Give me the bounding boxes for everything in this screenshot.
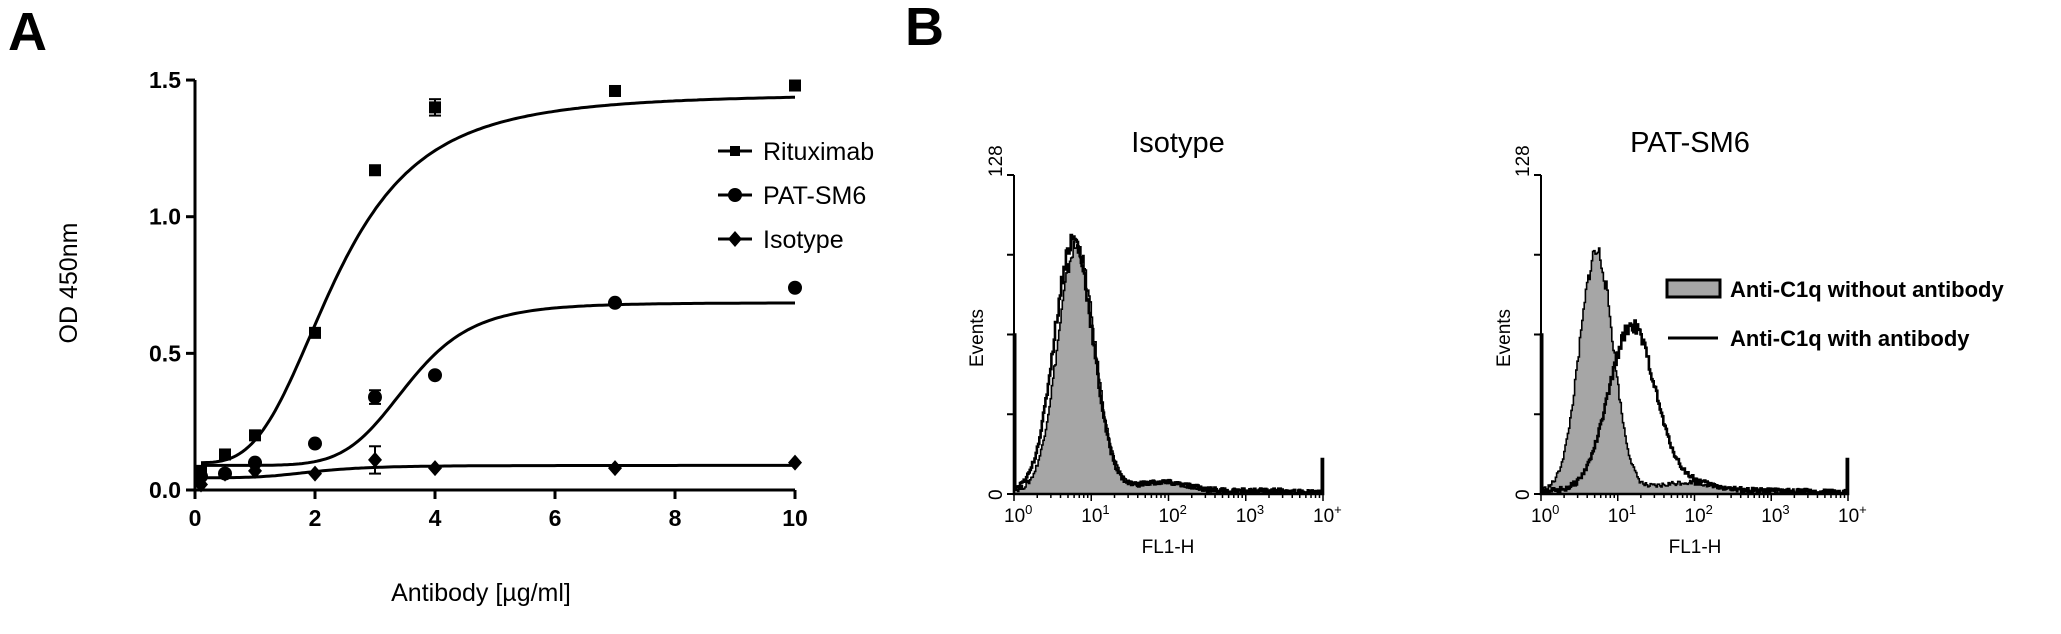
panel-a-legend: Rituximab PAT-SM6 Isotype (718, 138, 874, 254)
x-tick-exponent: + (1334, 502, 1342, 517)
y-tick-label-zero: 0 (986, 489, 1007, 500)
square-marker (249, 429, 261, 442)
circle-marker (428, 368, 442, 383)
x-tick-exponent: 2 (1180, 502, 1187, 517)
circle-marker (728, 188, 742, 202)
x-tick-exponent: 0 (1025, 502, 1032, 517)
isotype-histogram-title: Isotype (1131, 127, 1225, 159)
square-marker (309, 326, 321, 339)
x-tick-label: 102 (1159, 502, 1187, 527)
circle-marker (368, 390, 382, 405)
x-tick-exponent: 0 (1552, 502, 1559, 517)
x-tick-exponent: 2 (1706, 502, 1713, 517)
y-tick-label: 0.5 (149, 340, 181, 366)
legend-swatch-without-antibody (1665, 278, 1722, 299)
isotype-x-axis-title: FL1-H (1142, 537, 1195, 558)
legend-label-without-antibody: Anti-C1q without antibody (1730, 277, 2004, 302)
x-tick-label: 102 (1685, 502, 1713, 527)
diamond-marker (368, 451, 382, 468)
histogram-outline-1 (1539, 319, 1850, 496)
panel-a-axes: 0.0 0.5 1.0 1.5 0 2 4 6 8 10 (149, 67, 808, 531)
diamond-marker (788, 454, 802, 471)
y-tick-label: 0.0 (149, 477, 181, 503)
square-marker (789, 79, 801, 92)
diamond-marker (728, 231, 742, 247)
histogram-outline-1 (1012, 233, 1325, 496)
diamond-marker (608, 460, 622, 477)
panel-a-label: A (8, 2, 47, 62)
y-tick-label: 1.5 (149, 67, 181, 93)
panel-a-dose-response-chart: 0.0 0.5 1.0 1.5 0 2 4 6 8 10 Rituximab PAT-SM6 Isot… (55, 67, 874, 607)
x-tick-label: 100 (1531, 502, 1559, 527)
x-tick-label: 10 (782, 505, 808, 531)
x-tick-label: 103 (1761, 502, 1789, 527)
patsm6-x-axis-title: FL1-H (1669, 537, 1722, 558)
isotype-histogram-traces (1012, 233, 1325, 496)
circle-marker (308, 436, 322, 451)
square-marker (730, 146, 740, 156)
fit-curve-isotype (201, 463, 795, 480)
panel-a-x-axis-title: Antibody [µg/ml] (391, 579, 571, 607)
y-tick-label-zero: 0 (1513, 489, 1534, 500)
diamond-marker (308, 465, 322, 482)
y-tick-label: 1.0 (149, 204, 181, 230)
x-tick-exponent: 1 (1629, 502, 1636, 517)
panel-a-y-axis-title: OD 450nm (55, 223, 83, 344)
square-marker (219, 448, 231, 461)
circle-marker (788, 280, 802, 295)
x-tick-label: 4 (429, 505, 442, 531)
x-tick-label: 8 (669, 505, 682, 531)
x-tick-exponent: 3 (1782, 502, 1789, 517)
x-tick-exponent: + (1859, 502, 1867, 517)
patsm6-histogram-title: PAT-SM6 (1630, 127, 1750, 159)
panel-b-legend: Anti-C1q without antibody Anti-C1q with … (1665, 277, 2004, 351)
panel-b-label: B (905, 0, 944, 57)
square-marker (609, 84, 621, 97)
x-tick-label: 100 (1004, 502, 1032, 527)
isotype-y-axis-title: Events (967, 309, 988, 367)
legend-label-pat-sm6: PAT-SM6 (763, 182, 866, 210)
x-tick-exponent: 3 (1257, 502, 1264, 517)
x-tick-label: 10+ (1313, 502, 1342, 527)
circle-marker (194, 469, 208, 484)
square-marker (429, 101, 441, 114)
x-tick-label: 6 (549, 505, 562, 531)
y-tick-label-max: 128 (986, 145, 1007, 177)
x-tick-label: 10+ (1838, 502, 1867, 527)
diamond-marker (428, 460, 442, 477)
diamond-marker (218, 465, 232, 482)
x-tick-label: 103 (1236, 502, 1264, 527)
fit-curve-pat-sm6 (201, 301, 795, 467)
x-tick-label: 2 (309, 505, 322, 531)
x-tick-label: 101 (1081, 502, 1109, 527)
x-tick-exponent: 1 (1102, 502, 1109, 517)
legend-label-with-antibody: Anti-C1q with antibody (1730, 326, 1970, 351)
circle-marker (608, 295, 622, 310)
y-tick-label-max: 128 (1513, 145, 1534, 177)
circle-marker (248, 455, 262, 470)
legend-label-rituximab: Rituximab (763, 138, 874, 166)
panel-a-fit-curves (200, 95, 795, 480)
panel-a-data-points (194, 79, 802, 493)
square-marker (369, 164, 381, 177)
legend-label-isotype: Isotype (763, 226, 844, 254)
x-tick-label: 0 (189, 505, 202, 531)
patsm6-histogram-traces (1539, 247, 1850, 496)
diamond-marker (194, 476, 208, 493)
patsm6-y-axis-title: Events (1494, 309, 1515, 367)
x-tick-label: 101 (1608, 502, 1636, 527)
diamond-marker (248, 462, 262, 479)
fit-curve-rituximab (200, 95, 795, 465)
